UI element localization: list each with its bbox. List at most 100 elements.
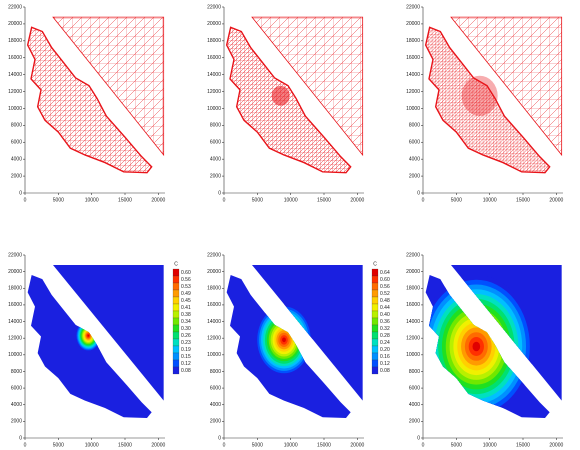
y-tick-label: 20000 bbox=[406, 269, 420, 275]
y-tick-label: 4000 bbox=[11, 402, 22, 408]
panel: 0 2000 4000 6000 8000 10000 12000 14000 16000 180… bbox=[8, 4, 165, 203]
x-tick-label: 20000 bbox=[549, 442, 563, 448]
y-tick-label: 16000 bbox=[8, 55, 22, 61]
y-tick-label: 4000 bbox=[409, 402, 420, 408]
y-tick-label: 22000 bbox=[8, 252, 22, 258]
x-tick-label: 5000 bbox=[451, 197, 462, 203]
x-tick-label: 15000 bbox=[516, 197, 530, 203]
colorbar-label: 0.38 bbox=[181, 312, 191, 318]
y-tick-label: 0 bbox=[19, 435, 22, 441]
y-tick-label: 18000 bbox=[8, 286, 22, 292]
y-tick-label: 10000 bbox=[406, 106, 420, 112]
mesh-region bbox=[52, 16, 165, 157]
x-tick-label: 5000 bbox=[53, 197, 64, 203]
colorbar-swatch bbox=[172, 303, 180, 312]
colorbar-label: 0.20 bbox=[380, 347, 390, 353]
y-tick-label: 12000 bbox=[8, 336, 22, 342]
y-tick-label: 8000 bbox=[409, 369, 420, 375]
y-tick-label: 20000 bbox=[406, 21, 420, 27]
colorbar-swatch bbox=[371, 338, 379, 347]
colorbar-label: 0.56 bbox=[181, 277, 191, 283]
y-tick-label: 14000 bbox=[207, 72, 221, 78]
colorbar-swatch bbox=[172, 324, 180, 333]
y-tick-label: 12000 bbox=[8, 89, 22, 95]
y-tick-label: 20000 bbox=[8, 21, 22, 27]
panel: 0 2000 4000 6000 8000 10000 12000 14000 16000 180… bbox=[207, 4, 364, 203]
y-tick-label: 0 bbox=[218, 190, 221, 196]
y-tick-label: 16000 bbox=[406, 302, 420, 308]
colorbar-label: 0.24 bbox=[380, 340, 390, 346]
colorbar-label: 0.28 bbox=[380, 333, 390, 339]
plume bbox=[425, 274, 534, 419]
panel: C0.640.600.560.520.480.440.400.360.320.2… bbox=[207, 252, 390, 448]
x-tick-label: 20000 bbox=[350, 442, 364, 448]
y-tick-label: 6000 bbox=[409, 385, 420, 391]
y-tick-label: 14000 bbox=[406, 72, 420, 78]
y-tick-label: 2000 bbox=[210, 173, 221, 179]
mesh-region bbox=[450, 16, 563, 157]
colorbar-swatch bbox=[172, 310, 180, 319]
y-tick-label: 10000 bbox=[8, 352, 22, 358]
domain bbox=[53, 264, 164, 401]
colorbar-swatch bbox=[371, 310, 379, 319]
colorbar-swatch bbox=[371, 275, 379, 284]
y-tick-label: 0 bbox=[417, 435, 420, 441]
y-tick-label: 14000 bbox=[8, 72, 22, 78]
y-tick-label: 4000 bbox=[210, 157, 221, 163]
x-tick-label: 5000 bbox=[252, 442, 263, 448]
y-tick-label: 22000 bbox=[207, 252, 221, 258]
y-tick-label: 16000 bbox=[406, 55, 420, 61]
colorbar-swatch bbox=[172, 275, 180, 284]
plume bbox=[255, 304, 313, 376]
panel: 0 2000 4000 6000 8000 10000 12000 14000 16000 180… bbox=[406, 252, 563, 448]
y-tick-label: 4000 bbox=[210, 402, 221, 408]
y-tick-label: 8000 bbox=[11, 369, 22, 375]
colorbar-label: 0.16 bbox=[380, 354, 390, 360]
mesh-refinement bbox=[461, 75, 498, 116]
x-tick-label: 10000 bbox=[85, 197, 99, 203]
x-tick-label: 5000 bbox=[53, 442, 64, 448]
colorbar-title: C bbox=[373, 261, 377, 267]
y-tick-label: 12000 bbox=[207, 89, 221, 95]
x-tick-label: 0 bbox=[24, 197, 27, 203]
y-tick-label: 20000 bbox=[207, 21, 221, 27]
colorbar-label: 0.30 bbox=[181, 326, 191, 332]
x-tick-label: 0 bbox=[422, 442, 425, 448]
y-tick-label: 0 bbox=[218, 435, 221, 441]
y-tick-label: 14000 bbox=[207, 319, 221, 325]
colorbar-swatch bbox=[172, 366, 180, 375]
y-tick-label: 6000 bbox=[11, 140, 22, 146]
colorbar-swatch bbox=[172, 352, 180, 361]
mesh-region bbox=[251, 16, 364, 157]
colorbar-swatch bbox=[172, 345, 180, 354]
colorbar-swatch bbox=[172, 338, 180, 347]
colorbar-label: 0.08 bbox=[380, 368, 390, 374]
colorbar-swatch bbox=[172, 296, 180, 305]
y-tick-label: 10000 bbox=[207, 106, 221, 112]
y-tick-label: 2000 bbox=[11, 173, 22, 179]
x-tick-label: 0 bbox=[223, 197, 226, 203]
x-tick-label: 15000 bbox=[516, 442, 530, 448]
colorbar-swatch bbox=[371, 345, 379, 354]
y-tick-label: 22000 bbox=[207, 4, 221, 10]
colorbar-swatch bbox=[172, 331, 180, 340]
colorbar-swatch bbox=[371, 352, 379, 361]
colorbar-label: 0.52 bbox=[380, 291, 390, 297]
x-tick-label: 0 bbox=[24, 442, 27, 448]
colorbar-label: 0.32 bbox=[380, 326, 390, 332]
colorbar-swatch bbox=[371, 282, 379, 291]
domain bbox=[252, 264, 363, 401]
colorbar-swatch bbox=[371, 289, 379, 298]
colorbar-swatch bbox=[371, 324, 379, 333]
colorbar-swatch bbox=[172, 317, 180, 326]
y-tick-label: 2000 bbox=[11, 419, 22, 425]
contour-band bbox=[472, 341, 481, 352]
colorbar-swatch bbox=[371, 359, 379, 368]
x-tick-label: 5000 bbox=[252, 197, 263, 203]
colorbar-swatch bbox=[371, 296, 379, 305]
colorbar-label: 0.23 bbox=[181, 340, 191, 346]
panel: C0.600.560.530.490.450.410.380.340.300.2… bbox=[8, 252, 191, 448]
mesh-region bbox=[26, 26, 153, 174]
colorbar-label: 0.34 bbox=[181, 319, 191, 325]
y-tick-label: 12000 bbox=[406, 336, 420, 342]
